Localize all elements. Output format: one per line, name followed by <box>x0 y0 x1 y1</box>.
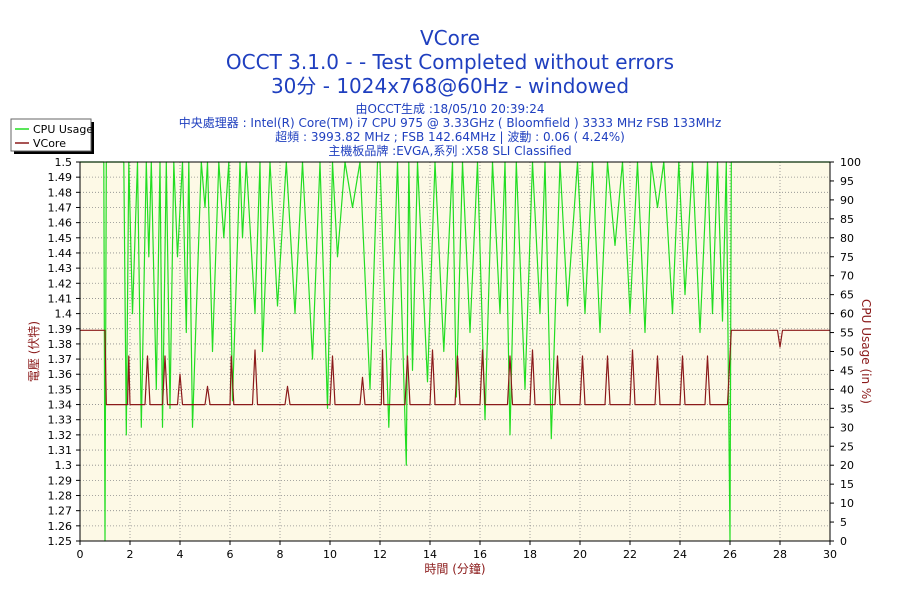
y2-tick-label: 0 <box>840 535 847 548</box>
y-tick-label: 1.37 <box>48 353 73 366</box>
y2-tick-label: 40 <box>840 383 854 396</box>
y-tick-label: 1.46 <box>48 217 73 230</box>
y2-tick-label: 30 <box>840 421 854 434</box>
chart-title: VCore <box>420 26 480 50</box>
y-tick-label: 1.45 <box>48 232 73 245</box>
info-cpu-line: 中央處理器 : Intel(R) Core(TM) i7 CPU 975 @ 3… <box>178 116 722 130</box>
y-axis-label: 電壓 (伏特) <box>26 321 41 382</box>
y2-tick-label: 85 <box>840 213 854 226</box>
y2-tick-label: 70 <box>840 270 854 283</box>
y2-tick-label: 5 <box>840 516 847 529</box>
info-overclock-line: 超頻 : 3993.82 MHz ; FSB 142.64MHz | 波動 : … <box>275 130 625 144</box>
y-tick-label: 1.5 <box>55 156 73 169</box>
y2-tick-label: 45 <box>840 364 854 377</box>
x-tick-label: 12 <box>373 548 387 561</box>
y-tick-label: 1.29 <box>48 474 73 487</box>
x-tick-label: 8 <box>277 548 284 561</box>
x-tick-label: 10 <box>323 548 337 561</box>
y-tick-label: 1.36 <box>48 368 73 381</box>
x-tick-label: 6 <box>227 548 234 561</box>
x-tick-label: 14 <box>423 548 437 561</box>
x-tick-label: 2 <box>127 548 134 561</box>
y-tick-label: 1.25 <box>48 535 73 548</box>
y2-tick-label: 10 <box>840 497 854 510</box>
y2-tick-label: 25 <box>840 440 854 453</box>
y-tick-label: 1.28 <box>48 490 73 503</box>
x-axis-label: 時間 (分鐘) <box>424 561 485 576</box>
y-tick-label: 1.48 <box>48 186 73 199</box>
y-tick-label: 1.38 <box>48 338 73 351</box>
x-tick-label: 24 <box>673 548 687 561</box>
y-tick-label: 1.34 <box>48 399 73 412</box>
y2-tick-label: 35 <box>840 402 854 415</box>
y2-tick-label: 95 <box>840 175 854 188</box>
y2-tick-label: 65 <box>840 289 854 302</box>
y2-tick-label: 90 <box>840 194 854 207</box>
x-tick-label: 0 <box>77 548 84 561</box>
y-tick-label: 1.39 <box>48 323 73 336</box>
y-tick-label: 1.31 <box>48 444 73 457</box>
y-tick-label: 1.32 <box>48 429 73 442</box>
y-tick-label: 1.35 <box>48 383 73 396</box>
y2-tick-label: 75 <box>840 251 854 264</box>
system-info-block: 由OCCT生成 :18/05/10 20:39:24 中央處理器 : Intel… <box>0 102 900 158</box>
y-tick-label: 1.47 <box>48 201 73 214</box>
y2-tick-label: 50 <box>840 346 854 359</box>
y2-tick-label: 20 <box>840 459 854 472</box>
series-line-vcore <box>80 329 830 406</box>
y2-axis-label: CPU Usage (in %) <box>859 299 873 404</box>
y-tick-label: 1.49 <box>48 171 73 184</box>
y-tick-label: 1.33 <box>48 414 73 427</box>
y-tick-label: 1.41 <box>48 292 73 305</box>
y-tick-label: 1.27 <box>48 505 73 518</box>
y-tick-label: 1.44 <box>48 247 73 260</box>
legend-label-vcore: VCore <box>33 137 66 150</box>
chart-subtitle-test-status: OCCT 3.1.0 - - Test Completed without er… <box>225 50 675 74</box>
x-tick-label: 16 <box>473 548 487 561</box>
y-tick-label: 1.43 <box>48 262 73 275</box>
y-tick-label: 1.4 <box>55 308 73 321</box>
x-tick-label: 18 <box>523 548 537 561</box>
y2-tick-label: 80 <box>840 232 854 245</box>
info-motherboard-line: 主機板品牌 :EVGA,系列 :X58 SLI Classified <box>328 144 572 158</box>
x-tick-label: 28 <box>773 548 787 561</box>
x-tick-label: 20 <box>573 548 587 561</box>
info-generated-line: 由OCCT生成 :18/05/10 20:39:24 <box>355 102 545 116</box>
series-line-cpu-usage <box>80 161 830 542</box>
y2-tick-label: 15 <box>840 478 854 491</box>
x-tick-label: 4 <box>177 548 184 561</box>
legend-box <box>10 118 92 152</box>
plot-frame <box>79 161 831 542</box>
x-tick-label: 22 <box>623 548 637 561</box>
y-tick-label: 1.3 <box>55 459 73 472</box>
chart-title-block: VCore OCCT 3.1.0 - - Test Completed with… <box>0 26 900 98</box>
chart-subtitle-duration: 30分 - 1024x768@60Hz - windowed <box>270 74 630 98</box>
y2-tick-label: 60 <box>840 308 854 321</box>
x-tick-label: 30 <box>823 548 837 561</box>
legend-label-cpu-usage: CPU Usage <box>33 123 93 136</box>
y2-tick-label: 100 <box>840 156 861 169</box>
y2-tick-label: 55 <box>840 327 854 340</box>
y-tick-label: 1.26 <box>48 520 73 533</box>
y-tick-label: 1.42 <box>48 277 73 290</box>
x-tick-label: 26 <box>723 548 737 561</box>
